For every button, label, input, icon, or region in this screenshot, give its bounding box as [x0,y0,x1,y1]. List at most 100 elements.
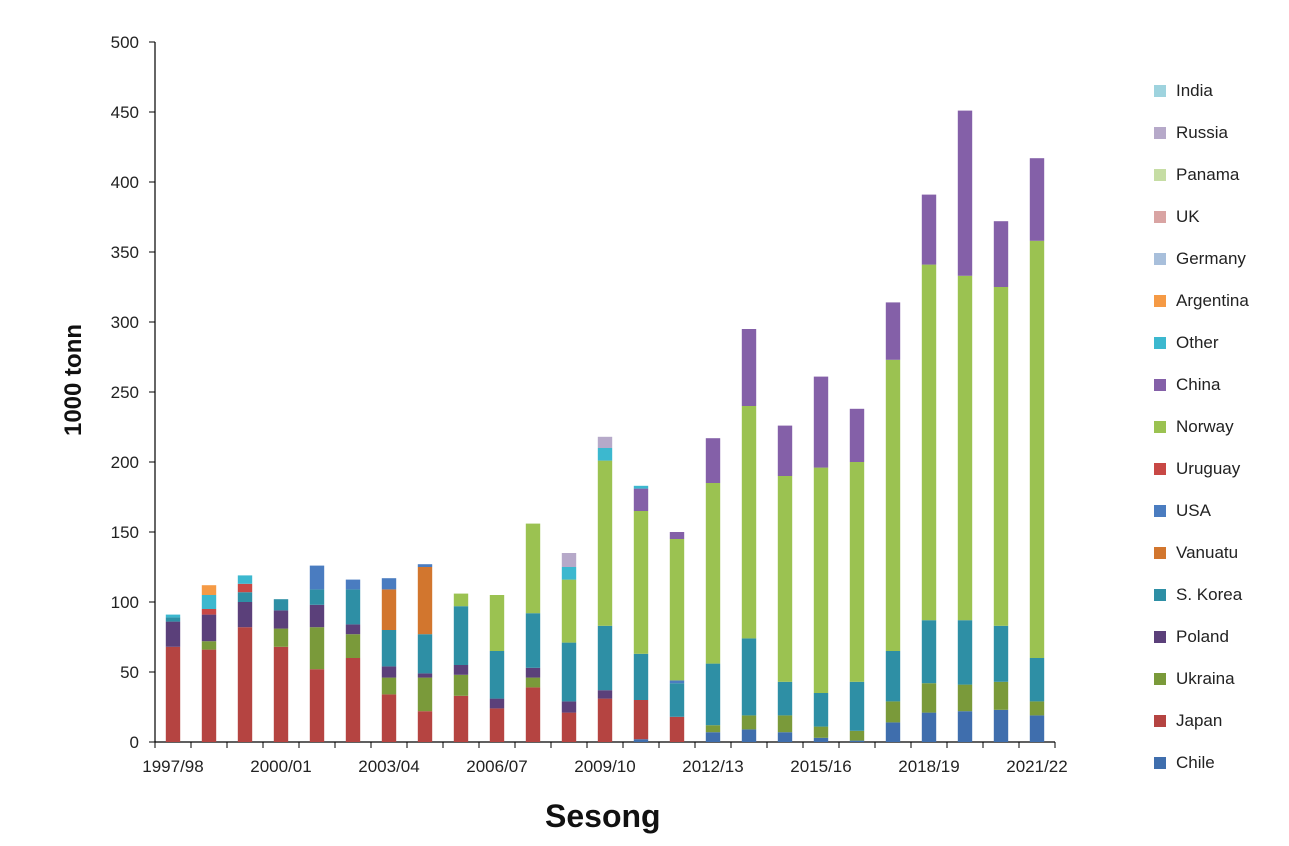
bar-segment [633,485,649,489]
legend-swatch [1154,379,1166,391]
y-tick-label: 450 [111,103,139,122]
legend-item: Argentina [1154,288,1249,314]
bar-segment [885,359,901,651]
legend-label: China [1176,375,1221,394]
bar-segment [165,614,181,618]
bar-segment [705,663,721,726]
bar-segment [993,709,1009,742]
x-axis-title: Sesong [545,798,661,834]
bar-segment [345,589,361,625]
bar-segment [237,583,253,593]
legend-swatch [1154,127,1166,139]
bar-segment [489,708,505,742]
legend-item: Chile [1154,750,1215,776]
bar-segment [813,693,829,727]
bar-segment [381,630,397,667]
bar-segment [741,329,757,406]
bar-segment [957,711,973,742]
legend-item: Japan [1154,708,1222,734]
bar-segment [345,624,361,635]
bar-segment [237,575,253,584]
bar-segment [705,483,721,664]
y-axis-title: 1000 tonn [60,323,88,437]
bar-segment [453,695,469,742]
bar-segment [957,110,973,276]
bar-segment [741,406,757,639]
legend-swatch [1154,547,1166,559]
bar-segment [561,701,577,713]
legend-swatch [1154,169,1166,181]
bar-segment [525,677,541,688]
bar-segment [453,665,469,675]
bar-segment [885,701,901,723]
x-tick-label: 2012/13 [682,757,743,776]
bar-segment [381,589,397,630]
bar-segment [453,674,469,696]
legend-swatch [1154,85,1166,97]
legend-label: Other [1176,333,1219,352]
bar-segment [489,651,505,699]
bar-segment [597,698,613,742]
bar-segment [849,740,865,742]
bar-segment [345,579,361,590]
bar-segment [237,602,253,628]
legend-item: USA [1154,498,1211,524]
bar-segment [669,532,685,539]
bar-segment [561,579,577,643]
bar-segment [525,667,541,678]
legend-item: Uruguay [1154,456,1240,482]
legend-swatch [1154,631,1166,643]
bar-segment [561,553,577,567]
legend-label: Uruguay [1176,459,1241,478]
legend-item: Poland [1154,624,1229,650]
legend-swatch [1154,463,1166,475]
bar-segment [237,592,253,602]
bar-segment [273,646,289,742]
bar-segment [633,488,649,511]
bar-segment [1029,240,1045,659]
bar-segment [957,275,973,621]
bar-segment [381,677,397,695]
bar-segment [849,681,865,731]
legend-item: S. Korea [1154,582,1242,608]
legend-swatch [1154,757,1166,769]
bar-segment [669,680,685,684]
bar-segment [777,425,793,476]
bar-segment [993,287,1009,626]
bar-segment [561,567,577,580]
legend-label: Russia [1176,123,1228,142]
legend-label: Poland [1176,627,1229,646]
y-tick-label: 400 [111,173,139,192]
legend-swatch [1154,295,1166,307]
bar-segment [885,302,901,360]
legend-label: UK [1176,207,1200,226]
y-tick-label: 250 [111,383,139,402]
bar-segment [489,595,505,651]
bar-segment [669,683,685,717]
bar-segment [957,684,973,712]
bar-segment [453,606,469,665]
bar-segment [633,700,649,740]
bar-segment [309,604,325,628]
bar-segment [957,620,973,685]
bar-segment [381,578,397,590]
legend-swatch [1154,505,1166,517]
bar-segment [921,620,937,684]
bar-segment [633,739,649,742]
bar-segment [201,609,217,615]
bar-segment [669,539,685,681]
bar-segment [993,625,1009,682]
legend-label: USA [1176,501,1211,520]
bar-segment [705,725,721,733]
bar-segment [885,651,901,702]
bar-segment [597,625,613,691]
bar-segment [201,585,217,595]
legend-item: Russia [1154,120,1228,146]
legend-item: Vanuatu [1154,540,1238,566]
bar-segment [669,716,685,742]
legend-item: India [1154,78,1213,104]
bar-segment [1029,658,1045,702]
x-tick-label: 2021/22 [1006,757,1067,776]
bar-segment [741,638,757,716]
